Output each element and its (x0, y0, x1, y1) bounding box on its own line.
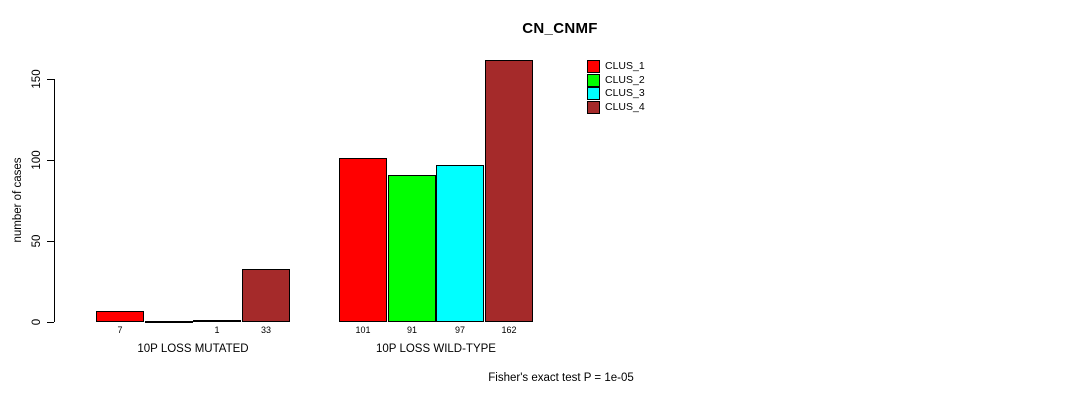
bar-clus_3-group1 (193, 320, 241, 322)
legend-label: CLUS_2 (605, 73, 645, 86)
legend-swatch-icon (587, 87, 600, 100)
legend-label: CLUS_1 (605, 60, 645, 72)
legend-item-clus_2: CLUS_2 (587, 73, 645, 87)
y-tick-mark (47, 322, 54, 323)
bar-clus_1-group2 (339, 158, 387, 322)
legend-item-clus_4: CLUS_4 (587, 100, 645, 114)
y-tick-mark (47, 241, 54, 242)
chart-title: CN_CNMF (522, 20, 598, 37)
bar-value-label: 162 (501, 325, 517, 335)
category-label-1: 10P LOSS MUTATED (137, 343, 249, 355)
legend-item-clus_3: CLUS_3 (587, 87, 645, 100)
y-tick-label: 100 (31, 150, 43, 170)
bar-clus_2-group1 (145, 321, 193, 323)
bar-clus_1-group1 (96, 311, 144, 322)
y-tick-label: 150 (31, 69, 43, 89)
bar-value-label: 101 (355, 325, 371, 335)
y-tick-mark (47, 160, 54, 161)
bar-value-label: 97 (454, 325, 465, 335)
y-axis-line (54, 79, 55, 322)
y-tick-mark (47, 79, 54, 80)
bar-value-label: 33 (260, 325, 271, 335)
y-axis-title: number of cases (12, 157, 24, 243)
legend-label: CLUS_4 (605, 100, 645, 113)
category-label-2: 10P LOSS WILD-TYPE (376, 343, 496, 355)
legend-item-clus_1: CLUS_1 (587, 60, 645, 73)
bar-clus_2-group2 (388, 175, 436, 322)
bar-value-label: 7 (117, 325, 123, 335)
legend-swatch-icon (587, 100, 600, 114)
legend-swatch-icon (587, 60, 600, 73)
bar-clus_4-group1 (242, 269, 290, 322)
bar-clus_3-group2 (436, 165, 484, 322)
y-tick-label: 0 (31, 318, 43, 326)
stat-test-annotation: Fisher's exact test P = 1e-05 (488, 372, 634, 384)
legend-label: CLUS_3 (605, 87, 645, 99)
y-tick-label: 50 (31, 234, 43, 248)
bar-clus_4-group2 (485, 60, 533, 322)
bar-value-label: 1 (214, 325, 220, 335)
legend-swatch-icon (587, 73, 600, 87)
legend: CLUS_1 CLUS_2 CLUS_3 CLUS_4 (587, 60, 645, 114)
bar-value-label: 91 (406, 325, 417, 335)
